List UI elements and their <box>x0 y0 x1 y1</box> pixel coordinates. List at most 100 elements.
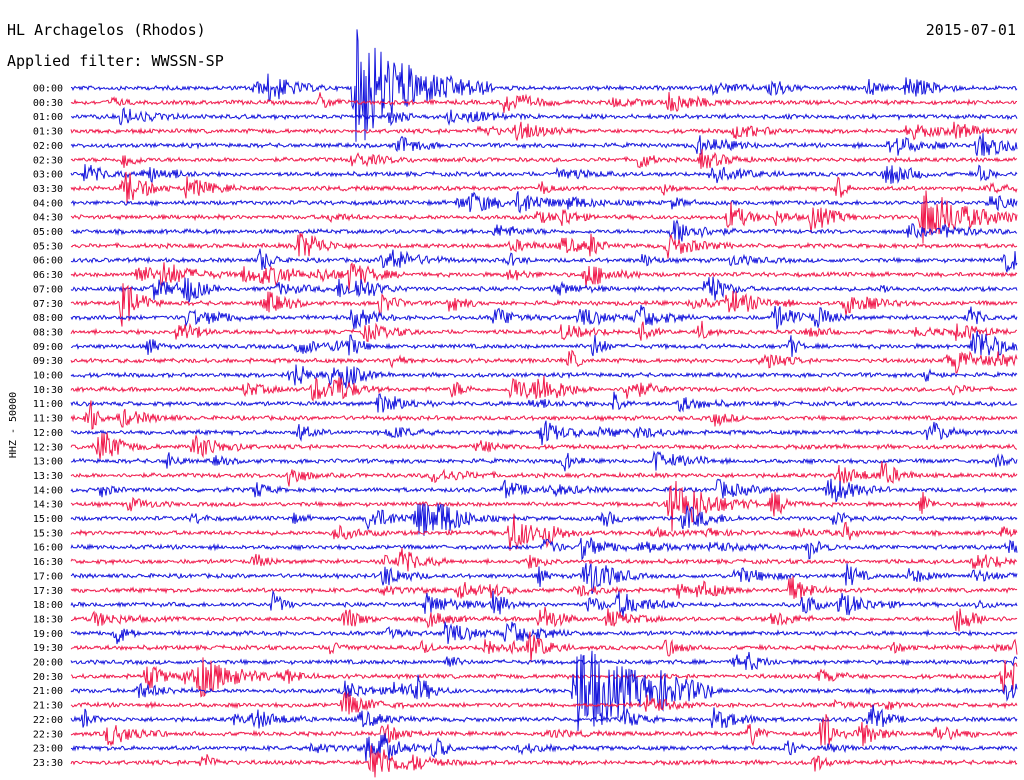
row-labels: 00:00 00:30 01:00 01:30 02:00 02:30 03:00 03:30… <box>33 84 63 769</box>
trace-row-2030 <box>70 657 1018 698</box>
trace-row-0930 <box>70 349 1018 374</box>
trace-row-1100 <box>70 391 1018 413</box>
trace-row-0600 <box>70 248 1018 273</box>
trace-row-0900 <box>71 330 1018 357</box>
row-label-0730: 07:30 <box>33 299 63 310</box>
row-label-1100: 11:00 <box>33 399 63 410</box>
trace-row-0330 <box>70 171 1018 204</box>
trace-row-0400 <box>70 191 1018 214</box>
row-label-1000: 10:00 <box>33 371 63 382</box>
trace-row-1900 <box>70 621 1018 645</box>
row-label-2030: 20:30 <box>33 672 63 683</box>
trace-row-1500 <box>70 503 1018 536</box>
row-label-2130: 21:30 <box>33 701 63 712</box>
trace-row-1200 <box>70 420 1018 446</box>
row-label-0200: 02:00 <box>33 141 63 152</box>
trace-row-1930 <box>70 631 1018 663</box>
trace-row-2330 <box>70 745 1018 778</box>
y-axis-label: HHZ - 50000 <box>8 392 19 458</box>
row-label-1430: 14:30 <box>33 500 63 511</box>
trace-row-1330 <box>70 461 1018 487</box>
trace-row-0030 <box>70 92 1017 113</box>
row-label-0030: 00:30 <box>33 98 63 109</box>
row-label-2000: 20:00 <box>33 658 63 669</box>
trace-row-0230 <box>70 149 1018 169</box>
row-label-0400: 04:00 <box>33 198 63 209</box>
row-label-1030: 10:30 <box>33 385 63 396</box>
trace-row-1600 <box>70 537 1018 561</box>
row-label-1400: 14:00 <box>33 485 63 496</box>
filter-label: Applied filter: WWSSN-SP <box>7 52 224 70</box>
trace-row-0100 <box>71 106 1018 127</box>
trace-row-1430 <box>70 480 1018 532</box>
row-label-2330: 23:30 <box>33 758 63 769</box>
row-label-1130: 11:30 <box>33 414 63 425</box>
trace-row-1300 <box>70 450 1018 472</box>
row-label-0930: 09:30 <box>33 356 63 367</box>
station-title: HL Archagelos (Rhodos) <box>7 21 206 39</box>
trace-row-1630 <box>70 547 1018 572</box>
seismic-traces <box>70 29 1018 778</box>
row-label-0900: 09:00 <box>33 342 63 353</box>
row-label-2200: 22:00 <box>33 715 63 726</box>
trace-row-2230 <box>70 714 1018 747</box>
trace-row-2000 <box>70 651 1018 670</box>
row-label-0800: 08:00 <box>33 313 63 324</box>
row-label-1930: 19:30 <box>33 643 63 654</box>
trace-row-2200 <box>70 704 1018 729</box>
trace-row-1030 <box>70 375 1018 402</box>
trace-row-1130 <box>70 400 1018 430</box>
row-label-0530: 05:30 <box>33 241 63 252</box>
trace-row-2100 <box>70 650 1018 732</box>
trace-row-0700 <box>70 276 1018 303</box>
trace-row-1730 <box>70 576 1018 599</box>
row-label-2100: 21:00 <box>33 686 63 697</box>
trace-row-1700 <box>70 563 1018 595</box>
trace-row-1530 <box>70 513 1018 551</box>
trace-row-1800 <box>70 589 1018 617</box>
trace-row-2300 <box>70 733 1018 763</box>
trace-row-0300 <box>70 164 1018 184</box>
row-label-0830: 08:30 <box>33 327 63 338</box>
row-label-0330: 03:30 <box>33 184 63 195</box>
row-label-1530: 15:30 <box>33 528 63 539</box>
row-label-0700: 07:00 <box>33 284 63 295</box>
row-label-1230: 12:30 <box>33 442 63 453</box>
row-label-0300: 03:00 <box>33 170 63 181</box>
trace-row-0430 <box>70 190 1018 244</box>
row-label-1300: 13:00 <box>33 457 63 468</box>
trace-row-2130 <box>70 691 1018 715</box>
row-label-1830: 18:30 <box>33 614 63 625</box>
row-label-1730: 17:30 <box>33 586 63 597</box>
row-label-1200: 12:00 <box>33 428 63 439</box>
trace-row-1830 <box>70 606 1018 632</box>
row-label-1900: 19:00 <box>33 629 63 640</box>
row-label-1800: 18:00 <box>33 600 63 611</box>
trace-row-0800 <box>70 304 1018 330</box>
row-label-1630: 16:30 <box>33 557 63 568</box>
trace-row-0730 <box>70 283 1018 327</box>
row-label-0230: 02:30 <box>33 155 63 166</box>
trace-row-1230 <box>70 432 1018 460</box>
row-label-1600: 16:00 <box>33 543 63 554</box>
row-label-1330: 13:30 <box>33 471 63 482</box>
trace-row-0500 <box>70 219 1018 242</box>
row-label-0430: 04:30 <box>33 213 63 224</box>
trace-row-0530 <box>70 232 1018 259</box>
trace-row-0200 <box>70 133 1018 156</box>
row-label-0130: 01:30 <box>33 127 63 138</box>
date-label: 2015-07-01 <box>925 21 1016 39</box>
row-label-1700: 17:00 <box>33 571 63 582</box>
trace-row-0630 <box>70 262 1018 291</box>
row-label-1500: 15:00 <box>33 514 63 525</box>
row-label-2300: 23:00 <box>33 744 63 755</box>
row-label-0000: 00:00 <box>33 84 63 95</box>
trace-row-1400 <box>70 478 1018 503</box>
trace-row-0000 <box>70 29 1018 142</box>
trace-row-0130 <box>70 121 1018 141</box>
trace-row-0830 <box>70 320 1018 343</box>
row-label-0500: 05:00 <box>33 227 63 238</box>
row-label-0100: 01:00 <box>33 112 63 123</box>
row-label-0600: 06:00 <box>33 256 63 267</box>
